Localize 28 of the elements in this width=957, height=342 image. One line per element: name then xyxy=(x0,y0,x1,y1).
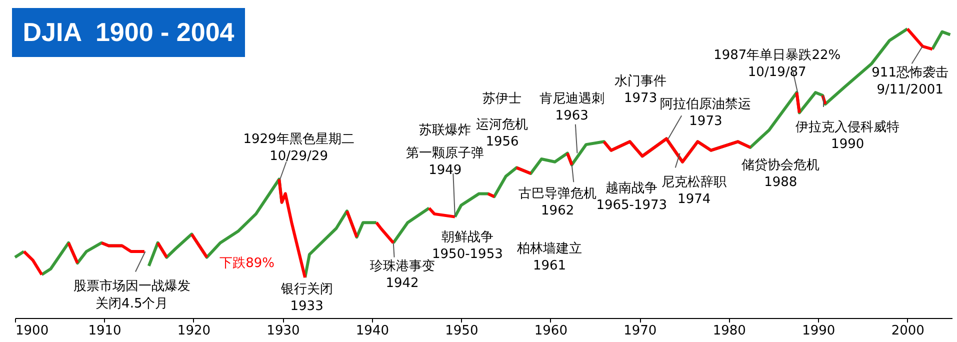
annotation: 肯尼迪遇刺 1963 xyxy=(539,91,604,124)
annotation: 朝鲜战争 1950-1953 xyxy=(432,230,503,262)
x-tick-label: 1940 xyxy=(356,324,389,338)
annotation: 1929年黑色星期二 10/29/29 xyxy=(243,132,354,164)
annotation: 1987年单日暴跌22% 10/19/87 xyxy=(714,48,841,80)
x-tick-label: 1900 xyxy=(16,324,49,338)
x-tick-label: 1980 xyxy=(712,324,746,338)
annotation: 苏伊士 xyxy=(482,91,522,106)
annotation: 银行关闭 1933 xyxy=(280,282,333,314)
x-tick-label: 1960 xyxy=(534,324,568,338)
annotation: 储贷协会危机 1988 xyxy=(742,158,820,190)
x-tick-label: 1910 xyxy=(88,324,122,338)
x-tick-label: 1930 xyxy=(266,324,300,338)
annotation: 下跌89% xyxy=(220,256,274,272)
x-tick-label: 1920 xyxy=(177,324,211,338)
annotation: 关闭4.5个月 xyxy=(96,296,168,312)
annotation: 911恐怖袭击 9/11/2001 xyxy=(872,65,948,98)
annotation: 柏林墙建立 1961 xyxy=(516,240,582,274)
x-tick-label: 2000 xyxy=(891,324,924,338)
x-tick-label: 1950 xyxy=(445,324,478,338)
x-tick-label: 1990 xyxy=(802,324,836,338)
chart-title: DJIA 1900 - 2004 xyxy=(12,8,245,57)
annotation: 伊拉克入侵科威特 1990 xyxy=(796,120,900,152)
annotation: 股票市场因一战爆发 xyxy=(73,279,190,294)
annotation: 苏联爆炸 xyxy=(419,123,472,138)
annotation: 珍珠港事变 1942 xyxy=(370,258,435,291)
annotation: 古巴导弹危机 1962 xyxy=(518,186,597,219)
x-tick-label: 1970 xyxy=(624,324,657,338)
